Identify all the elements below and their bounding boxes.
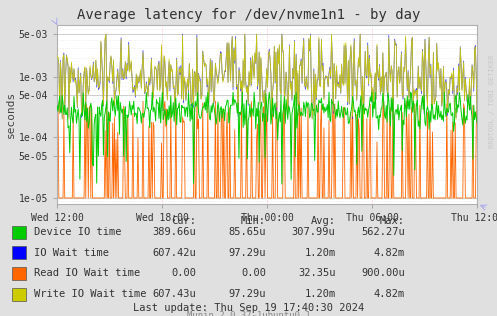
Text: 0.00: 0.00 [171,269,196,278]
Text: 1.20m: 1.20m [304,289,335,299]
Text: Average latency for /dev/nvme1n1 - by day: Average latency for /dev/nvme1n1 - by da… [77,8,420,22]
Bar [12,226,26,239]
Text: 607.43u: 607.43u [153,289,196,299]
Text: Avg:: Avg: [311,216,335,226]
Text: Max:: Max: [380,216,405,226]
Bar [12,246,26,259]
Text: 389.66u: 389.66u [153,227,196,237]
Text: Munin 2.0.37-1ubuntu0.1: Munin 2.0.37-1ubuntu0.1 [187,311,310,316]
Text: 0.00: 0.00 [241,269,266,278]
Text: IO Wait time: IO Wait time [34,248,109,258]
Bar [12,288,26,301]
Text: RRDTOOL / TOBI OETIKER: RRDTOOL / TOBI OETIKER [489,54,495,148]
Text: 85.65u: 85.65u [229,227,266,237]
Text: 97.29u: 97.29u [229,248,266,258]
Text: Device IO time: Device IO time [34,227,121,237]
Text: Read IO Wait time: Read IO Wait time [34,269,140,278]
Text: Cur:: Cur: [171,216,196,226]
Text: 307.99u: 307.99u [292,227,335,237]
Text: Write IO Wait time: Write IO Wait time [34,289,146,299]
Text: 1.20m: 1.20m [304,248,335,258]
Text: 4.82m: 4.82m [374,248,405,258]
Y-axis label: seconds: seconds [6,91,16,138]
Text: Min:: Min: [241,216,266,226]
Text: 4.82m: 4.82m [374,289,405,299]
Text: 32.35u: 32.35u [298,269,335,278]
Text: 900.00u: 900.00u [361,269,405,278]
Text: 97.29u: 97.29u [229,289,266,299]
Text: 562.27u: 562.27u [361,227,405,237]
Text: 607.42u: 607.42u [153,248,196,258]
Text: Last update: Thu Sep 19 17:40:30 2024: Last update: Thu Sep 19 17:40:30 2024 [133,303,364,313]
Bar [12,267,26,280]
